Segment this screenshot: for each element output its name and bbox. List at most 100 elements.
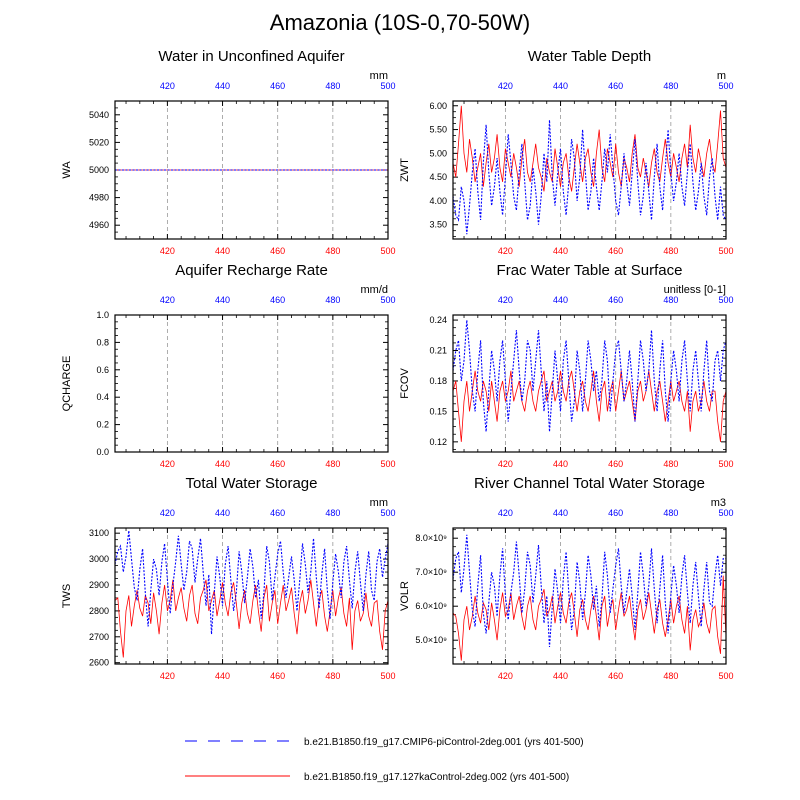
volr-xticklabel-bottom: 440 <box>553 671 568 681</box>
tws-yticklabel: 3100 <box>89 528 109 538</box>
fcov-xticklabel-bottom: 460 <box>608 459 623 469</box>
qcharge-units: mm/d <box>361 284 389 296</box>
tws-xticklabel-bottom: 480 <box>325 671 340 681</box>
qcharge-frame <box>114 314 389 453</box>
zwt-yticklabel: 5.50 <box>429 125 447 135</box>
volr-yticklabel: 7.0×10⁹ <box>415 567 447 577</box>
zwt-yticklabel: 3.50 <box>429 220 447 230</box>
wa-units: mm <box>370 70 388 82</box>
zwt-xticklabel-bottom: 420 <box>498 246 513 256</box>
volr-xticklabel-bottom: 420 <box>498 671 513 681</box>
zwt-xticklabel-top: 460 <box>608 81 623 91</box>
wa-yticklabel: 4960 <box>89 220 109 230</box>
tws-yticklabel: 2600 <box>89 658 109 668</box>
volr-units: m3 <box>711 497 726 509</box>
wa-xticklabel-top: 500 <box>380 81 395 91</box>
volr-title: River Channel Total Water Storage <box>474 475 705 492</box>
fcov-title: Frac Water Table at Surface <box>497 262 683 279</box>
fcov-series-exp-line <box>452 370 727 442</box>
fcov-series-ctrl-line <box>452 320 727 432</box>
wa-xticklabel-top: 440 <box>215 81 230 91</box>
volr-xticklabel-bottom: 460 <box>608 671 623 681</box>
qcharge-xticklabel-bottom: 480 <box>325 459 340 469</box>
tws-xticklabel-bottom: 420 <box>160 671 175 681</box>
volr-xticklabel-top: 420 <box>498 508 513 518</box>
tws-yticklabel: 2700 <box>89 632 109 642</box>
volr-xticklabel-top: 500 <box>718 508 733 518</box>
tws-ylabel: TWS <box>61 584 73 608</box>
fcov-xticklabel-top: 460 <box>608 295 623 305</box>
volr-series-exp-line <box>452 575 727 661</box>
volr-frame <box>452 527 727 665</box>
fcov-xticklabel-bottom: 500 <box>718 459 733 469</box>
qcharge-yticklabel: 0.6 <box>96 365 109 375</box>
zwt-series-exp-line <box>452 105 727 192</box>
qcharge-xticklabel-bottom: 420 <box>160 459 175 469</box>
tws-yticklabel: 3000 <box>89 554 109 564</box>
volr-yticklabel: 5.0×10⁹ <box>415 635 447 645</box>
wa-xticklabel-bottom: 420 <box>160 246 175 256</box>
wa-xticklabel-top: 420 <box>160 81 175 91</box>
fcov-yticklabel: 0.24 <box>429 315 447 325</box>
zwt-xticklabel-top: 480 <box>663 81 678 91</box>
wa-yticklabel: 4980 <box>89 193 109 203</box>
fcov-xticklabel-top: 420 <box>498 295 513 305</box>
tws-series-exp-line <box>114 579 389 658</box>
qcharge-yticklabel: 0.4 <box>96 392 109 402</box>
qcharge-yticklabel: 0.0 <box>96 447 109 457</box>
tws-xticklabel-bottom: 440 <box>215 671 230 681</box>
page-title: Amazonia (10S-0,70-50W) <box>269 10 531 35</box>
fcov-xticklabel-top: 500 <box>718 295 733 305</box>
volr-yticklabel: 6.0×10⁹ <box>415 601 447 611</box>
legend-label-ctrl: b.e21.B1850.f19_g17.CMIP6-piControl-2deg… <box>304 737 584 748</box>
fcov-xticklabel-top: 440 <box>553 295 568 305</box>
wa-frame <box>114 100 389 240</box>
volr-xticklabel-top: 440 <box>553 508 568 518</box>
zwt-xticklabel-top: 500 <box>718 81 733 91</box>
fcov-yticklabel: 0.21 <box>429 346 447 356</box>
wa-xticklabel-bottom: 460 <box>270 246 285 256</box>
zwt-ylabel: ZWT <box>399 158 411 182</box>
fcov-ylabel: FCOV <box>399 368 411 399</box>
wa-yticklabel: 5040 <box>89 110 109 120</box>
zwt-xticklabel-bottom: 460 <box>608 246 623 256</box>
qcharge-xticklabel-bottom: 460 <box>270 459 285 469</box>
zwt-yticklabel: 4.50 <box>429 172 447 182</box>
wa-xticklabel-bottom: 480 <box>325 246 340 256</box>
volr-yticklabel: 8.0×10⁹ <box>415 533 447 543</box>
zwt-xticklabel-bottom: 440 <box>553 246 568 256</box>
tws-xticklabel-bottom: 460 <box>270 671 285 681</box>
qcharge-ylabel: QCHARGE <box>61 356 73 412</box>
tws-xticklabel-top: 460 <box>270 508 285 518</box>
volr-xticklabel-bottom: 500 <box>718 671 733 681</box>
wa-xticklabel-top: 480 <box>325 81 340 91</box>
qcharge-xticklabel-top: 460 <box>270 295 285 305</box>
wa-ylabel: WA <box>61 161 73 179</box>
zwt-xticklabel-bottom: 500 <box>718 246 733 256</box>
zwt-frame <box>452 100 727 240</box>
qcharge-xticklabel-top: 480 <box>325 295 340 305</box>
qcharge-xticklabel-top: 440 <box>215 295 230 305</box>
tws-xticklabel-bottom: 500 <box>380 671 395 681</box>
qcharge-xticklabel-bottom: 440 <box>215 459 230 469</box>
fcov-yticklabel: 0.15 <box>429 406 447 416</box>
zwt-yticklabel: 6.00 <box>429 101 447 111</box>
tws-units: mm <box>370 497 388 509</box>
zwt-yticklabel: 5.00 <box>429 148 447 158</box>
tws-xticklabel-top: 440 <box>215 508 230 518</box>
tws-frame <box>114 527 389 665</box>
zwt-xticklabel-top: 420 <box>498 81 513 91</box>
tws-xticklabel-top: 480 <box>325 508 340 518</box>
tws-yticklabel: 2900 <box>89 580 109 590</box>
legend-label-exp: b.e21.B1850.f19_g17.127kaControl-2deg.00… <box>304 772 569 783</box>
fcov-xticklabel-bottom: 440 <box>553 459 568 469</box>
zwt-xticklabel-bottom: 480 <box>663 246 678 256</box>
zwt-yticklabel: 4.00 <box>429 196 447 206</box>
volr-ylabel: VOLR <box>399 581 411 611</box>
wa-xticklabel-bottom: 440 <box>215 246 230 256</box>
volr-xticklabel-top: 460 <box>608 508 623 518</box>
fcov-xticklabel-bottom: 420 <box>498 459 513 469</box>
qcharge-yticklabel: 0.2 <box>96 420 109 430</box>
wa-yticklabel: 5020 <box>89 137 109 147</box>
